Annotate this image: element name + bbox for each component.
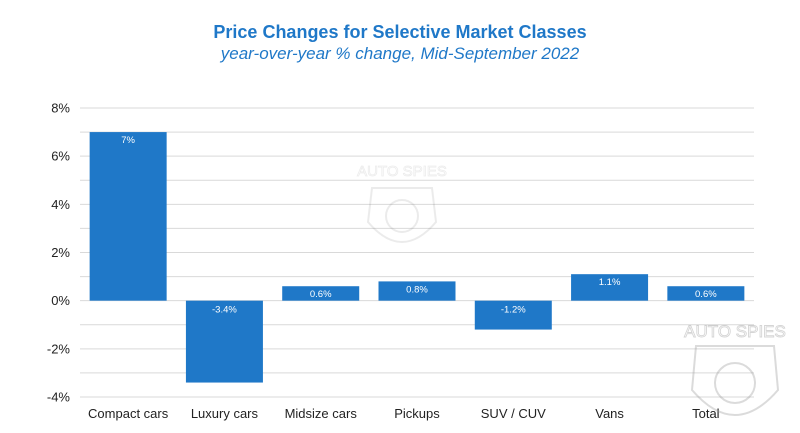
y-tick-label: -2%	[47, 341, 71, 356]
bars: 7% -3.4% 0.6% 0.8% -1.2% 1.1% 0.6%	[89, 132, 745, 383]
data-label: 0.8%	[406, 284, 428, 295]
y-tick-label: 4%	[51, 197, 70, 212]
y-tick-label: 6%	[51, 149, 70, 164]
y-tick-label: 8%	[51, 101, 70, 116]
data-label: -3.4%	[212, 305, 237, 316]
bar	[571, 274, 649, 301]
x-category-label: Luxury cars	[191, 406, 259, 421]
bar	[185, 300, 263, 383]
x-category-label: SUV / CUV	[481, 406, 546, 421]
chart-subtitle: year-over-year % change, Mid-September 2…	[220, 44, 580, 63]
data-label: 7%	[121, 135, 135, 146]
watermark-corner: AUTO SPIES	[684, 322, 786, 416]
x-category-label: Vans	[595, 406, 624, 421]
gridlines	[80, 107, 754, 398]
chart-title: Price Changes for Selective Market Class…	[213, 22, 587, 42]
data-label: 1.1%	[599, 277, 621, 288]
x-category-label: Pickups	[394, 406, 440, 421]
x-axis-categories: Compact cars Luxury cars Midsize cars Picku…	[88, 406, 720, 421]
y-tick-label: 0%	[51, 293, 70, 308]
y-tick-label: -4%	[47, 390, 71, 405]
x-category-label: Total	[692, 406, 720, 421]
data-label: 0.6%	[310, 289, 332, 300]
data-label: 0.6%	[695, 289, 717, 300]
bar	[282, 286, 360, 301]
bar	[474, 300, 552, 330]
bar	[667, 286, 745, 301]
y-axis-ticks: 8% 6% 4% 2% 0% -2% -4%	[47, 101, 71, 405]
y-tick-label: 2%	[51, 245, 70, 260]
bar	[89, 132, 167, 301]
watermark-text-center: AUTO SPIES	[357, 163, 447, 180]
x-category-label: Midsize cars	[285, 406, 358, 421]
watermark-center: AUTO SPIES	[357, 163, 447, 243]
watermark-text-corner: AUTO SPIES	[684, 322, 786, 341]
data-label: -1.2%	[501, 305, 526, 316]
x-category-label: Compact cars	[88, 406, 169, 421]
bar	[378, 281, 456, 301]
